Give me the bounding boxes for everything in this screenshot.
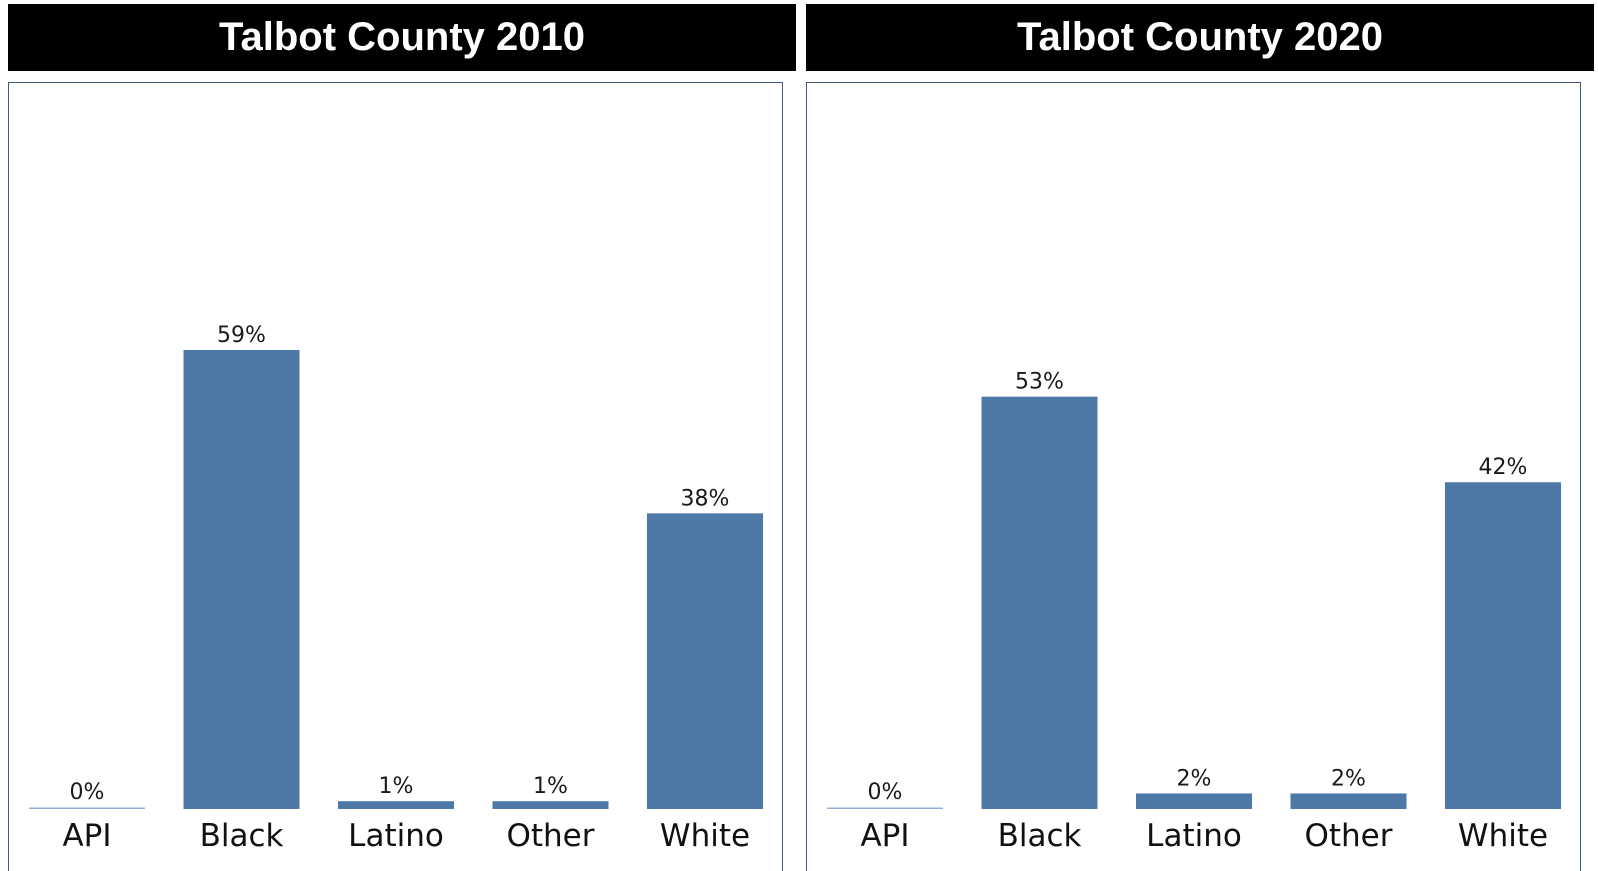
data-label: 53% [1015, 370, 1064, 395]
chart-panel-2020: Talbot County 2020 0% API 53% Black 2% Latino… [806, 0, 1594, 871]
plot-area [806, 82, 1581, 871]
category-label: Latino [348, 818, 444, 854]
data-label: 38% [681, 486, 730, 511]
bar-latino [1136, 793, 1252, 809]
category-label: White [1458, 818, 1548, 854]
data-label: 2% [1331, 766, 1366, 791]
category-label: API [860, 818, 909, 854]
data-label: 1% [533, 774, 568, 799]
bar-latino [338, 801, 454, 809]
chart-title: Talbot County 2010 [8, 4, 796, 71]
data-label: 0% [70, 780, 105, 805]
category-label: White [660, 818, 750, 854]
bar-white [647, 513, 763, 809]
data-label: 2% [1177, 766, 1212, 791]
bar-chart: 0% API 53% Black 2% Latino 2% Other 42% White [827, 370, 1561, 854]
bar-api [29, 807, 145, 809]
data-label: 0% [868, 780, 903, 805]
bar-other [492, 801, 609, 809]
category-label: Latino [1146, 818, 1242, 854]
data-label: 1% [379, 774, 414, 799]
category-label: Other [506, 818, 594, 854]
plot-area [8, 82, 783, 871]
data-label: 42% [1479, 455, 1528, 480]
category-label: Other [1304, 818, 1392, 854]
bar-black [981, 396, 1098, 809]
category-label: Black [200, 818, 284, 854]
bar-black [183, 349, 300, 809]
category-label: API [62, 818, 111, 854]
category-label: Black [998, 818, 1082, 854]
bar-chart: 0% API 59% Black 1% Latino 1% Other 38% White [29, 323, 763, 854]
chart-panel-2010: Talbot County 2010 0% API 59% Black 1% Latino… [8, 0, 796, 871]
bar-api [827, 807, 943, 809]
chart-title: Talbot County 2020 [806, 4, 1594, 71]
bar-other [1290, 793, 1407, 809]
bar-white [1445, 482, 1561, 809]
data-label: 59% [217, 323, 266, 348]
